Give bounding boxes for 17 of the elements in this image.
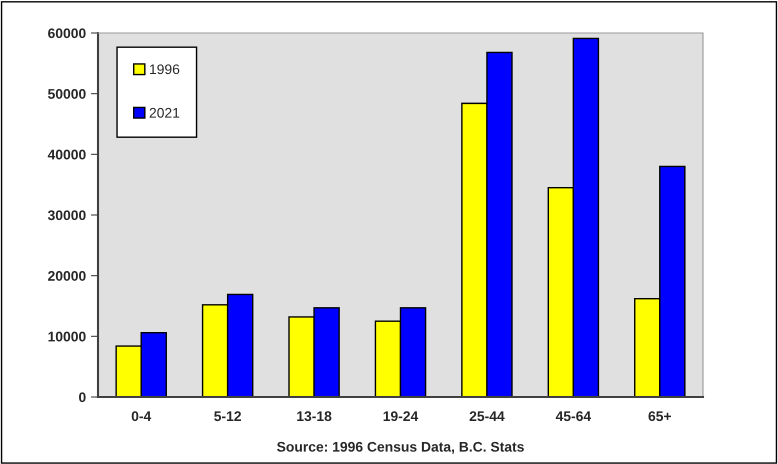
x-tick-label: 45-64 — [556, 411, 592, 422]
x-tick-label: 0-4 — [132, 411, 152, 422]
y-tick-label: 30000 — [48, 210, 86, 220]
y-tick-label: 20000 — [48, 271, 86, 281]
x-tick-label: 5-12 — [214, 411, 241, 422]
x-tick-label: 65+ — [648, 411, 672, 422]
legend-label: 2021 — [150, 108, 180, 118]
y-tick-label: 50000 — [48, 89, 86, 99]
x-tick-label: 19-24 — [384, 411, 418, 422]
y-tick-label: 0 — [79, 392, 86, 402]
source-note: Source: 1996 Census Data, B.C. Stats — [277, 442, 524, 454]
legend-label: 1996 — [150, 64, 180, 74]
y-tick-label: 40000 — [48, 150, 86, 160]
x-tick-label: 25-44 — [470, 411, 505, 422]
x-tick-label: 13-18 — [297, 411, 332, 422]
y-tick-label: 60000 — [48, 28, 86, 38]
y-tick-label: 10000 — [48, 332, 86, 342]
